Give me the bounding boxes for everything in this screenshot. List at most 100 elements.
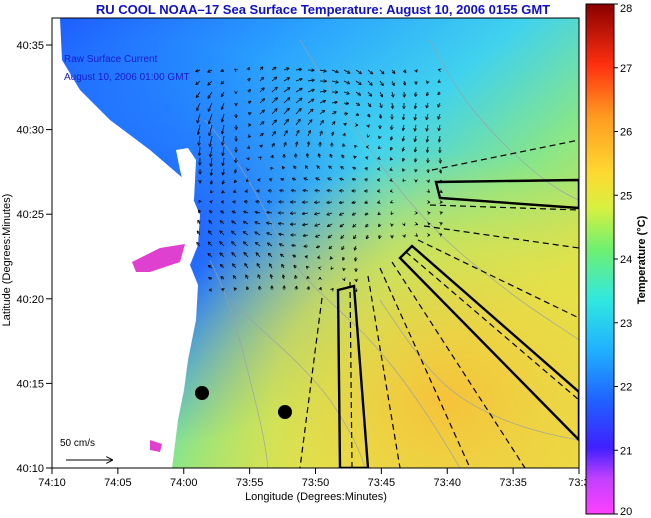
current-vector xyxy=(355,80,361,84)
current-vector xyxy=(209,102,213,111)
current-vector xyxy=(283,88,289,93)
x-tick-label: 73:50 xyxy=(302,477,330,489)
current-vector xyxy=(221,265,225,269)
current-vector xyxy=(279,234,285,235)
current-vector xyxy=(367,234,368,238)
current-vector xyxy=(319,101,325,104)
current-vector xyxy=(271,275,272,280)
current-vector xyxy=(355,91,360,95)
current-vector xyxy=(281,254,285,258)
current-vector xyxy=(428,180,429,182)
current-vector xyxy=(440,180,441,182)
current-vector xyxy=(340,202,345,203)
current-vector xyxy=(308,287,309,291)
current-vector xyxy=(307,120,312,126)
current-vector xyxy=(316,178,321,180)
current-vector xyxy=(222,91,225,96)
current-vector xyxy=(220,231,225,236)
current-vector xyxy=(320,131,322,137)
current-vector xyxy=(283,120,288,126)
current-vector xyxy=(427,102,428,108)
current-vector xyxy=(210,146,213,156)
current-vector xyxy=(427,91,428,95)
current-vector xyxy=(353,168,357,169)
current-vector xyxy=(353,179,357,180)
current-vector xyxy=(211,168,212,175)
current-vector xyxy=(260,145,262,147)
current-vector xyxy=(197,243,201,247)
current-vector xyxy=(342,155,344,158)
current-vector xyxy=(353,213,357,215)
current-vector xyxy=(392,91,393,97)
current-vector xyxy=(235,168,236,173)
current-vector xyxy=(248,136,250,137)
current-vector xyxy=(256,201,261,202)
current-vector xyxy=(208,91,213,98)
current-vector xyxy=(270,179,272,180)
current-vector xyxy=(403,124,404,130)
current-vector xyxy=(391,202,392,203)
current-vector xyxy=(232,221,237,225)
current-vector xyxy=(268,243,273,247)
current-vector xyxy=(198,124,201,134)
current-vector xyxy=(403,180,404,181)
current-vector xyxy=(356,290,357,291)
colorbar-tick-label: 20 xyxy=(620,506,632,518)
current-vector xyxy=(248,113,251,114)
current-vector xyxy=(271,88,277,93)
current-vector xyxy=(331,268,332,269)
current-vector xyxy=(330,155,332,159)
current-vector xyxy=(438,102,440,107)
current-vector xyxy=(332,132,333,137)
current-vector xyxy=(331,81,338,82)
current-vector xyxy=(223,157,224,165)
current-vector xyxy=(340,179,345,180)
current-vector xyxy=(355,256,356,261)
y-axis-label: Latitude (Degrees:Minutes) xyxy=(1,194,13,327)
current-vector xyxy=(235,69,236,70)
x-tick-label: 73:45 xyxy=(368,477,396,489)
current-vector xyxy=(331,122,335,126)
current-vector xyxy=(267,212,273,213)
current-vector xyxy=(209,113,213,123)
current-vector xyxy=(295,69,301,70)
current-vector xyxy=(271,68,276,71)
current-vector xyxy=(343,80,349,83)
x-tick-label: 73:55 xyxy=(236,477,264,489)
current-vector xyxy=(281,179,285,180)
current-vector xyxy=(221,211,225,213)
current-vector xyxy=(354,156,356,158)
current-vector xyxy=(209,278,213,279)
current-vector xyxy=(295,109,301,115)
current-vector xyxy=(221,277,225,279)
current-vector xyxy=(199,135,200,145)
cold-patch-magenta-south xyxy=(150,440,162,452)
current-vector xyxy=(235,288,236,290)
current-vector xyxy=(283,98,289,104)
current-vector xyxy=(355,245,356,250)
current-vector xyxy=(283,275,284,280)
current-vector xyxy=(211,157,212,166)
current-vector xyxy=(343,256,344,260)
current-vector xyxy=(307,90,314,93)
current-vector xyxy=(328,223,333,226)
current-vector xyxy=(416,70,417,72)
current-vector xyxy=(244,232,249,236)
current-vector xyxy=(222,124,225,133)
current-vector xyxy=(427,113,428,119)
current-vector xyxy=(341,234,345,238)
colorbar-ticks: 28 27 26 25 24 23 22 21 20 xyxy=(614,3,632,518)
current-vector xyxy=(209,124,213,135)
current-vector xyxy=(440,191,442,192)
y-axis-ticks: 40:35 40:30 40:25 40:20 40:15 40:10 xyxy=(16,40,52,475)
current-vector xyxy=(197,113,201,122)
current-vector xyxy=(367,91,371,96)
current-vector xyxy=(295,131,299,137)
current-vector xyxy=(248,68,249,70)
current-vector xyxy=(380,102,382,107)
current-vector xyxy=(344,124,346,125)
current-vector xyxy=(232,253,237,258)
current-vector xyxy=(315,224,321,226)
colorbar-tick-label: 27 xyxy=(620,63,632,75)
current-vector xyxy=(404,80,405,85)
